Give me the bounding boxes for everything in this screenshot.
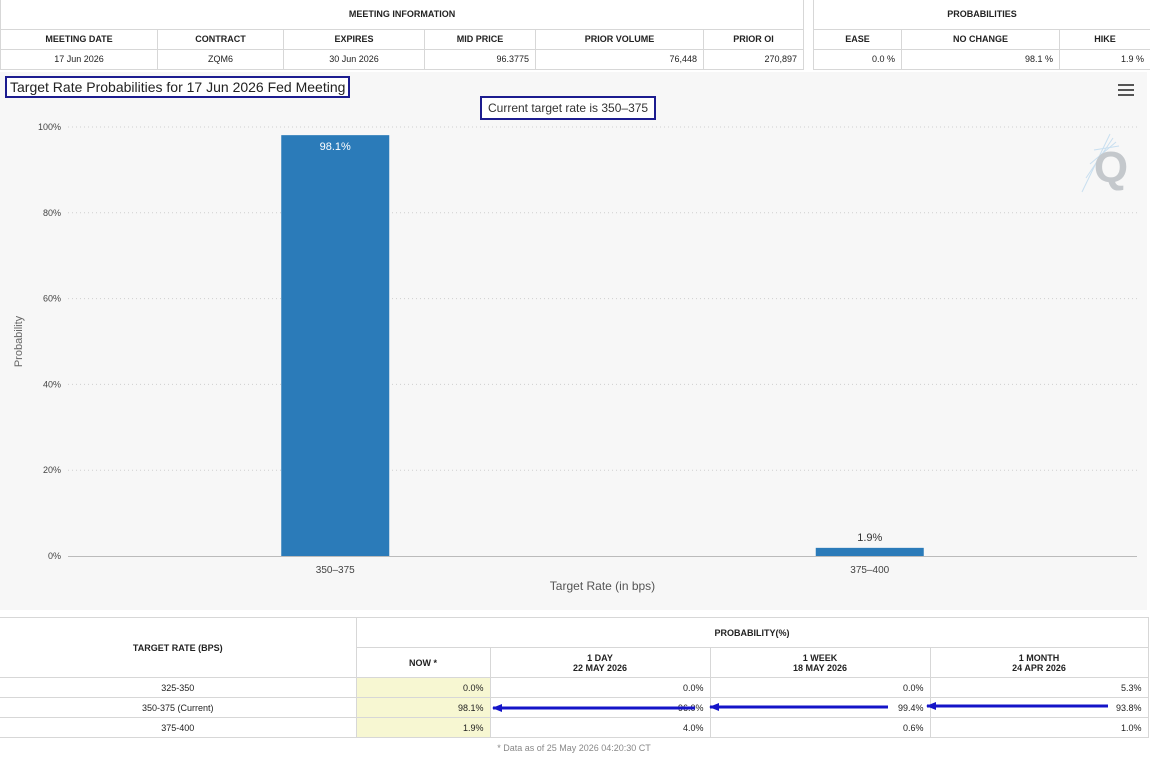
header-target-rate: TARGET RATE (BPS) [0,617,357,678]
data-label: 1.9% [857,532,882,544]
watermark-line [1093,145,1120,151]
y-tick-label: 20% [43,465,61,475]
hamburger-menu-icon[interactable] [1118,84,1134,96]
header-mid-price: MID PRICE [424,28,536,50]
bar-350–375 [281,135,390,556]
one-week-value: 0.6% [709,717,931,738]
contract-value: ZQM6 [157,48,284,70]
rate-label: 375-400 [0,717,357,738]
chart-title: Target Rate Probabilities for 17 Jun 202… [5,76,351,98]
now-value: 98.1% [355,697,491,718]
header-prior-volume: PRIOR VOLUME [535,28,704,50]
rate-label: 325-350 [0,677,357,698]
table-row: 350-375 (Current) 98.1% 96.0% 99.4% 93.8… [0,697,1149,718]
bar-375–400 [815,547,924,556]
y-tick-label: 0% [48,551,61,561]
one-week-value: 0.0% [709,677,931,698]
header-ease: EASE [813,28,902,50]
header-1-week: 1 WEEK 18 MAY 2026 [709,647,931,678]
y-tick-label: 40% [43,379,61,389]
prior-volume-value: 76,448 [535,48,704,70]
watermark-logo-icon: Q [1094,143,1128,192]
y-tick-label: 80% [43,208,61,218]
watermark-line [1085,137,1114,179]
now-value: 1.9% [355,717,491,738]
bar-chart: 0% 20% 40% 60% 80% 100% 98.1% 350–375 1.9% 375–40… [13,122,1137,593]
expires-value: 30 Jun 2026 [283,48,425,70]
header-1-day: 1 DAY 22 MAY 2026 [489,647,711,678]
header-no-change: NO CHANGE [901,28,1060,50]
one-day-value: 4.0% [489,717,711,738]
header-now: NOW * [355,647,491,678]
one-month-value: 5.3% [929,677,1149,698]
watermark-line [1089,141,1117,165]
mid-price-value: 96.3775 [424,48,536,70]
table-row: 325-350 0.0% 0.0% 0.0% 5.3% [0,677,1149,698]
table-row: 375-400 1.9% 4.0% 0.6% 1.0% [0,717,1149,738]
header-prior-oi: PRIOR OI [702,28,805,50]
ease-value: 0.0 % [813,48,902,70]
now-value: 0.0% [355,677,491,698]
header-expires: EXPIRES [283,28,425,50]
probabilities-table: PROBABILITIES EASE NO CHANGE HIKE 0.0 % … [812,0,1150,70]
data-label: 98.1% [320,141,351,153]
header-hike: HIKE [1058,28,1150,50]
meeting-information-table: MEETING INFORMATION MEETING DATE CONTRAC… [0,0,805,70]
header-probability: PROBABILITY(%) [355,617,1149,648]
y-tick-label: 60% [43,294,61,304]
one-month-value: 93.8% [929,697,1149,718]
target-rate-probability-table: TARGET RATE (BPS) PROBABILITY(%) NOW * 1… [0,617,1149,758]
y-tick-label: 100% [38,122,61,132]
x-tick-label: 375–400 [850,565,889,576]
no-change-value: 98.1 % [901,48,1060,70]
meeting-date-value: 17 Jun 2026 [0,48,158,70]
one-week-value: 99.4% [709,697,931,718]
x-tick-label: 350–375 [316,565,355,576]
probabilities-title: PROBABILITIES [812,0,1150,30]
chart-subtitle: Current target rate is 350–375 [480,96,657,120]
chart-panel: 0% 20% 40% 60% 80% 100% 98.1% 350–375 1.9% 375–40… [0,72,1147,610]
header-contract: CONTRACT [157,28,284,50]
header-meeting-date: MEETING DATE [0,28,158,50]
meeting-information-title: MEETING INFORMATION [0,0,805,30]
one-day-value: 0.0% [489,677,711,698]
y-axis-title: Probability [13,315,25,367]
one-month-value: 1.0% [929,717,1149,738]
data-footnote: * Data as of 25 May 2026 04:20:30 CT [497,742,651,753]
hike-value: 1.9 % [1058,48,1150,70]
prior-oi-value: 270,897 [702,48,805,70]
one-day-value: 96.0% [489,697,711,718]
header-1-month: 1 MONTH 24 APR 2026 [929,647,1149,678]
x-axis-title: Target Rate (in bps) [550,579,655,593]
rate-label: 350-375 (Current) [0,697,357,718]
